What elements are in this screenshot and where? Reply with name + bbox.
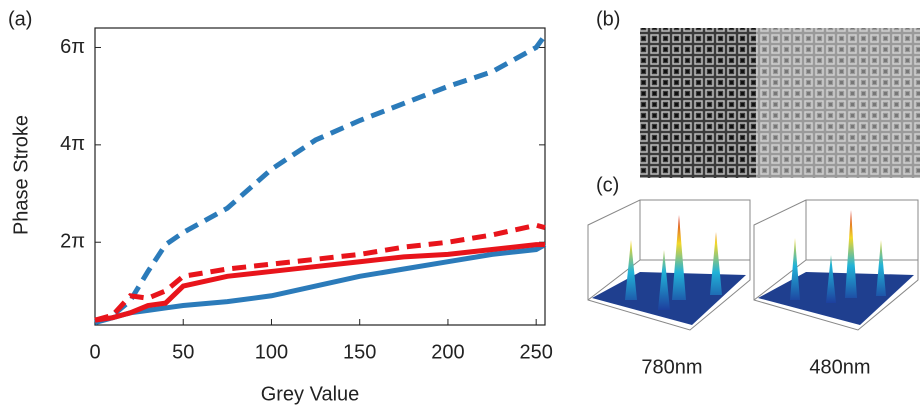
plot-frame	[94, 27, 546, 326]
caption: 780nm	[641, 356, 702, 378]
panel-label: (b)	[596, 8, 620, 30]
line	[94, 242, 545, 323]
x-tick-label: 100	[255, 341, 288, 363]
surface-plot	[587, 199, 919, 331]
line	[94, 222, 546, 323]
x-tick-label: 250	[519, 341, 552, 363]
x-axis-label: Grey Value	[261, 383, 360, 405]
y-tick-label: 2π	[60, 231, 85, 253]
caption: 480nm	[809, 356, 870, 378]
panel-label: (c)	[596, 174, 619, 196]
x-tick-label: 150	[343, 341, 376, 363]
x-tick-label: 0	[89, 341, 100, 363]
line	[94, 33, 548, 324]
x-tick-label: 200	[431, 341, 464, 363]
y-tick-label: 6π	[60, 36, 85, 58]
y-axis-label: Phase Stroke	[10, 115, 32, 235]
sample-image-light	[756, 28, 920, 178]
sample-image-dark	[640, 28, 756, 178]
panel-label: (a)	[8, 8, 32, 30]
y-tick-label: 4π	[60, 133, 85, 155]
x-tick-label: 50	[172, 341, 194, 363]
